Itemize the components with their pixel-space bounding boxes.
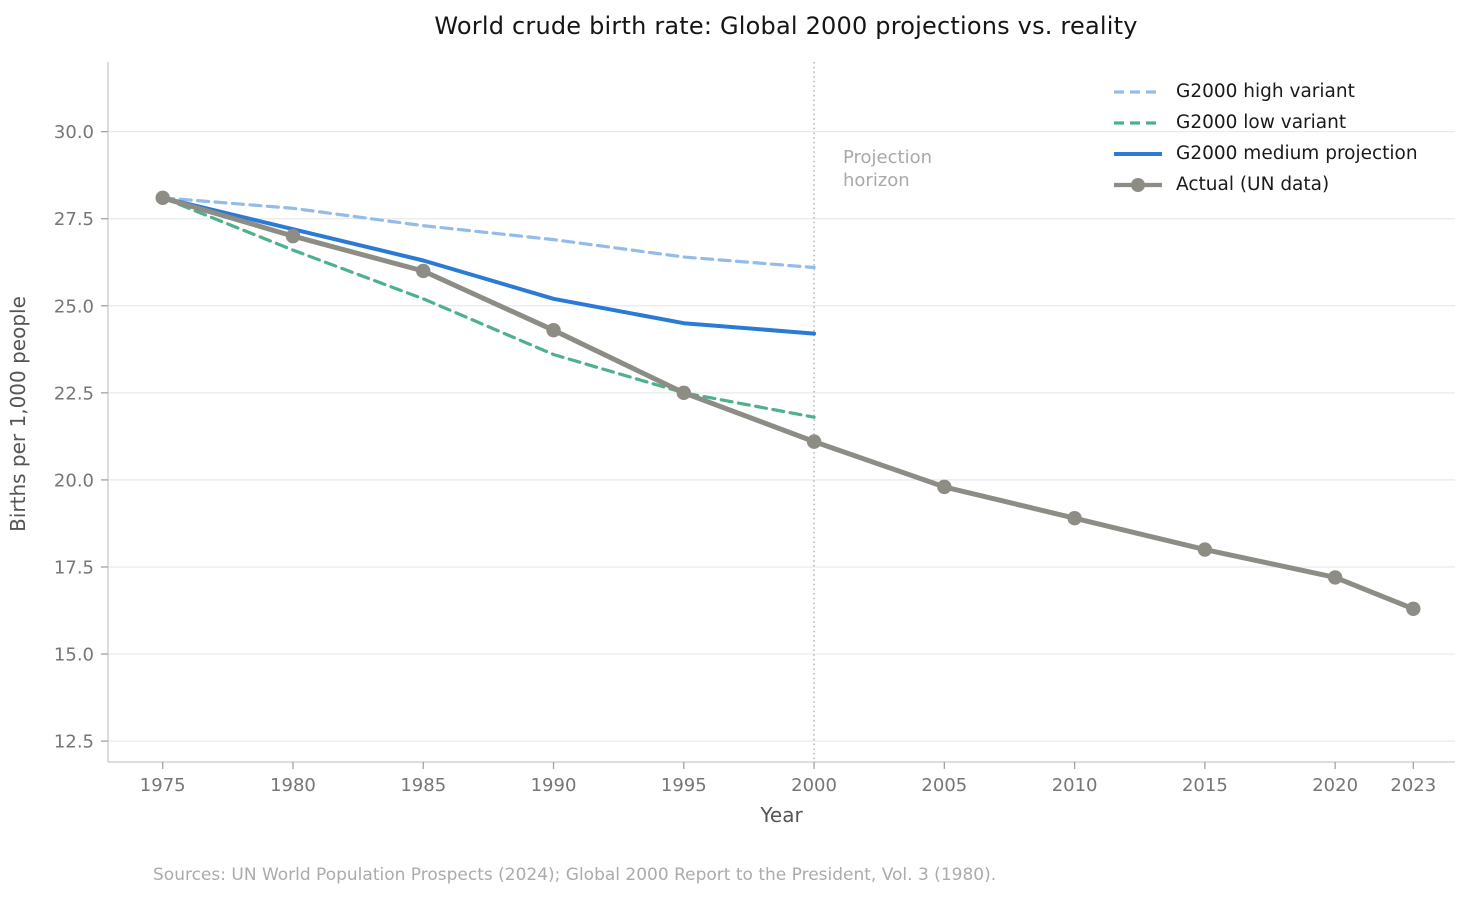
legend-item: G2000 medium projection: [1113, 138, 1418, 169]
data-point-marker: [1406, 601, 1421, 616]
y-tick-label: 17.5: [54, 557, 94, 578]
x-tick-label: 2005: [921, 775, 967, 796]
y-tick-label: 27.5: [54, 209, 94, 230]
legend-item: G2000 high variant: [1113, 76, 1418, 107]
legend-item: Actual (UN data): [1113, 169, 1418, 200]
x-tick-label: 1980: [270, 775, 316, 796]
series-line-g2000-medium-projection: [160, 195, 817, 336]
x-tick-label: 1985: [400, 775, 446, 796]
source-note: Sources: UN World Population Prospects (…: [153, 865, 997, 885]
y-tick-label: 22.5: [54, 383, 94, 404]
legend: G2000 high variant G2000 low variant G2000…: [1113, 76, 1418, 200]
x-tick-label: 2020: [1312, 775, 1358, 796]
data-point-marker: [1197, 542, 1213, 557]
legend-label: Actual (UN data): [1176, 174, 1330, 195]
y-tick-label: 30.0: [54, 122, 94, 143]
x-axis-label: Year: [760, 803, 803, 827]
x-tick-label: 2000: [791, 775, 837, 796]
data-point-marker: [937, 479, 952, 495]
legend-label: G2000 high variant: [1176, 81, 1355, 102]
data-point-marker: [1067, 511, 1082, 526]
legend-swatch-line-icon: [1114, 151, 1162, 156]
data-point-marker: [416, 263, 431, 279]
legend-swatch-line-icon: [1114, 177, 1162, 192]
x-tick-label: 2023: [1390, 775, 1436, 796]
y-tick-label: 20.0: [54, 470, 94, 491]
data-point-marker: [806, 434, 822, 449]
y-tick-label: 15.0: [54, 645, 94, 666]
data-point-marker: [155, 190, 170, 206]
data-point-marker: [285, 228, 301, 244]
x-tick-label: 1990: [531, 775, 577, 796]
series-line-actual-un-data-: [160, 195, 1416, 612]
chart-title: World crude birth rate: Global 2000 proj…: [434, 12, 1138, 40]
legend-label: G2000 low variant: [1176, 112, 1347, 133]
series-line-g2000-high-variant: [161, 196, 816, 270]
x-tick-label: 2010: [1052, 775, 1098, 796]
legend-label: G2000 medium projection: [1176, 143, 1418, 164]
legend-swatch-dashed-line-icon: [1114, 89, 1162, 94]
y-tick-label: 12.5: [54, 732, 94, 753]
projection-horizon-annotation: Projection horizon: [843, 147, 933, 191]
x-tick-label: 1995: [661, 775, 707, 796]
data-point-marker: [1327, 570, 1343, 585]
y-axis-label: Births per 1,000 people: [6, 296, 30, 532]
legend-item: G2000 low variant: [1113, 107, 1418, 138]
data-point-marker: [546, 322, 561, 338]
legend-swatch-dashed-line-icon: [1114, 120, 1162, 125]
series-line-g2000-low-variant: [161, 196, 816, 419]
data-point-marker: [676, 385, 691, 401]
x-tick-label: 2015: [1182, 775, 1228, 796]
y-tick-label: 25.0: [54, 296, 94, 317]
x-tick-label: 1975: [140, 775, 186, 796]
